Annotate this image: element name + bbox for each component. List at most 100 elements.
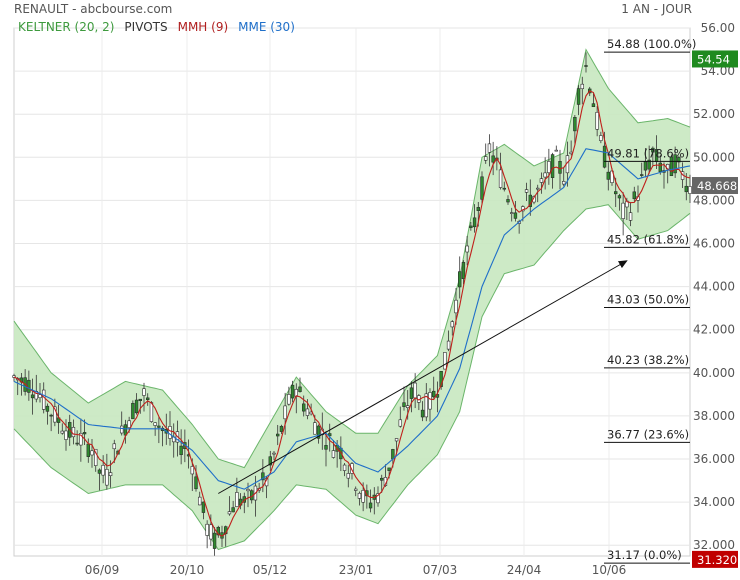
high-price-tag-box bbox=[692, 50, 738, 68]
candle-body bbox=[94, 448, 98, 466]
candle-body bbox=[246, 489, 250, 492]
candle-body bbox=[480, 176, 484, 200]
candle-body bbox=[454, 299, 458, 314]
x-tick-label: 24/04 bbox=[507, 563, 542, 577]
x-tick-label: 20/10 bbox=[170, 563, 205, 577]
candle-body bbox=[361, 489, 365, 503]
candle-body bbox=[420, 409, 425, 418]
candle-body bbox=[632, 191, 636, 200]
candle-body bbox=[346, 473, 350, 479]
candle-body bbox=[394, 438, 399, 442]
candle-body bbox=[599, 135, 603, 141]
axes: 32.000 34.000 36.000 38.000 40.000 42.000 44.0… bbox=[85, 21, 735, 577]
candle-body bbox=[539, 178, 544, 183]
candle-body bbox=[146, 397, 150, 400]
candle-body bbox=[298, 386, 302, 392]
candle-body bbox=[409, 387, 414, 399]
candle-body bbox=[669, 156, 674, 177]
candle-body bbox=[216, 526, 220, 536]
candle-body bbox=[476, 207, 480, 211]
candle-body bbox=[324, 445, 328, 450]
candle-body bbox=[190, 466, 194, 475]
candle-body bbox=[201, 501, 206, 513]
candle-body bbox=[446, 340, 451, 350]
fibonacci-levels: 54.88 (100.0%) 49.81 (78.6%) 45.82 (61.8%)… bbox=[604, 37, 696, 564]
candle-body bbox=[428, 392, 432, 410]
candle-body bbox=[484, 156, 488, 161]
candle-body bbox=[651, 147, 655, 153]
candle-body bbox=[647, 159, 651, 170]
candle-body bbox=[443, 352, 447, 370]
candle-body bbox=[272, 452, 276, 455]
candle-body bbox=[101, 464, 105, 476]
high-price-tag: 54.54 bbox=[692, 50, 738, 68]
candle-body bbox=[342, 464, 347, 471]
y-tick-label: 46.000 bbox=[693, 237, 735, 251]
candle-body bbox=[60, 430, 64, 434]
x-tick-label: 06/09 bbox=[85, 563, 120, 577]
candle-body bbox=[498, 169, 503, 188]
candle-body bbox=[424, 393, 428, 418]
candle-body bbox=[105, 469, 109, 486]
candle-body bbox=[606, 171, 610, 180]
candle-body bbox=[212, 532, 217, 549]
fib-level-label: 40.23 (38.2%) bbox=[607, 353, 689, 367]
candle-body bbox=[331, 450, 336, 458]
chart-title: RENAULT - abcbourse.com bbox=[14, 2, 173, 16]
y-tick-label: 38.000 bbox=[693, 409, 735, 423]
candle-body bbox=[402, 402, 406, 407]
y-tick-label: 40.000 bbox=[693, 366, 735, 380]
candle-body bbox=[64, 430, 68, 440]
candle-body bbox=[82, 432, 87, 435]
candle-body bbox=[550, 154, 555, 178]
candle-body bbox=[506, 199, 510, 203]
candle-body bbox=[157, 425, 161, 428]
candle-body bbox=[42, 389, 46, 410]
candle-body bbox=[502, 187, 506, 190]
y-tick-label: 54.00 bbox=[701, 64, 735, 78]
legend-mmh: MMH (9) bbox=[177, 20, 229, 34]
candle-body bbox=[313, 422, 317, 435]
candle-body bbox=[432, 390, 436, 398]
y-tick-label: 44.000 bbox=[693, 280, 735, 294]
candle-body bbox=[487, 143, 492, 153]
candle-body bbox=[576, 88, 581, 105]
y-tick-label: 48.000 bbox=[693, 193, 735, 207]
candle-body bbox=[168, 426, 172, 439]
candle-body bbox=[316, 425, 321, 439]
candle-body bbox=[142, 388, 146, 396]
candle-body bbox=[138, 398, 142, 402]
candle-body bbox=[658, 162, 662, 173]
candle-body bbox=[621, 202, 625, 219]
candle-body bbox=[71, 426, 76, 438]
trendline-arrow bbox=[218, 260, 628, 494]
candle-body bbox=[131, 402, 135, 420]
fib-level-label: 43.03 (50.0%) bbox=[607, 293, 689, 307]
candle-body bbox=[573, 117, 577, 132]
candle-body bbox=[194, 476, 198, 490]
candle-body bbox=[49, 414, 53, 417]
candle-body bbox=[510, 212, 514, 214]
candle-body bbox=[205, 523, 209, 536]
last-price-tag-box bbox=[692, 177, 738, 195]
candle-body bbox=[302, 403, 306, 412]
candle-body bbox=[153, 422, 157, 426]
y-tick-label: 56.00 bbox=[701, 21, 735, 35]
candle-body bbox=[97, 469, 102, 474]
candle-body bbox=[235, 492, 239, 507]
candle-body bbox=[75, 442, 79, 445]
candle-body bbox=[465, 245, 469, 253]
x-tick-label: 07/03 bbox=[423, 563, 458, 577]
candle-body bbox=[688, 186, 692, 194]
mme-line bbox=[13, 148, 691, 490]
candle-body bbox=[108, 472, 113, 476]
candle-body bbox=[290, 384, 295, 399]
x-tick-label: 23/01 bbox=[339, 563, 374, 577]
fib-level-label: 54.88 (100.0%) bbox=[607, 37, 696, 51]
indicator-lines bbox=[13, 90, 691, 537]
candle-body bbox=[357, 492, 362, 499]
low-price-tag-box bbox=[692, 550, 738, 568]
last-price-tag: 48.668 bbox=[692, 177, 738, 195]
candle-body bbox=[268, 456, 272, 466]
candle-body bbox=[86, 443, 90, 457]
